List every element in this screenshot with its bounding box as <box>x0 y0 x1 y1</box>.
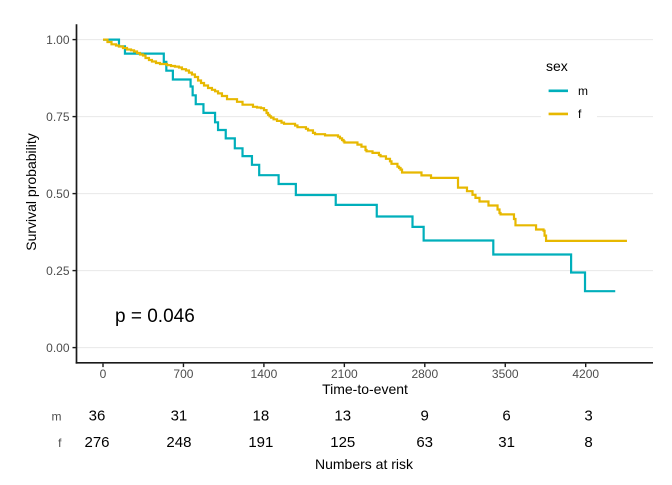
x-axis-title: Time-to-event <box>322 381 408 397</box>
risk-count-f-2100: 125 <box>330 434 355 451</box>
x-tick-label-2800: 2800 <box>411 367 438 381</box>
x-tick-label-1400: 1400 <box>251 367 278 381</box>
x-tick-label-2100: 2100 <box>331 367 358 381</box>
axes <box>72 24 653 368</box>
y-axis-title: Survival probability <box>23 133 39 251</box>
survival-curves <box>103 38 627 293</box>
risk-table-title: Numbers at risk <box>315 456 414 472</box>
numbers-at-risk-table: m 36 31 18 13 9 6 3f 276 248 191 125 63 31 8 <box>52 408 593 452</box>
risk-row-label-f: f <box>58 436 62 450</box>
legend-label-m: m <box>578 84 588 98</box>
survival-curve-f <box>103 38 627 243</box>
risk-count-m-4200: 3 <box>584 408 592 425</box>
p-value-annotation: p = 0.046 <box>115 306 195 327</box>
risk-count-m-0: 36 <box>89 408 106 425</box>
x-tick-label-4200: 4200 <box>572 367 599 381</box>
x-tick-label-3500: 3500 <box>492 367 519 381</box>
risk-count-m-1400: 18 <box>252 408 269 425</box>
risk-count-m-2100: 13 <box>334 408 351 425</box>
risk-count-f-0: 276 <box>84 434 109 451</box>
survival-curve-m <box>103 38 616 293</box>
legend-title: sex <box>546 58 568 74</box>
legend-label-f: f <box>578 107 582 121</box>
risk-count-m-700: 31 <box>171 408 188 425</box>
risk-row-label-m: m <box>52 410 62 424</box>
axis-tick-labels: 0.00 0.25 0.50 0.75 1.00 0 700 1400 2100 2800 3500… <box>46 33 599 381</box>
risk-count-f-4200: 8 <box>584 434 592 451</box>
x-tick-label-700: 700 <box>173 367 193 381</box>
risk-count-m-2800: 9 <box>420 408 428 425</box>
risk-count-m-3500: 6 <box>502 408 510 425</box>
risk-count-f-700: 248 <box>166 434 191 451</box>
x-tick-label-0: 0 <box>100 367 107 381</box>
risk-count-f-1400: 191 <box>248 434 273 451</box>
y-tick-label-1.00: 1.00 <box>46 33 70 47</box>
risk-count-f-2800: 63 <box>416 434 433 451</box>
y-tick-label-0.25: 0.25 <box>46 264 70 278</box>
y-tick-label-0.75: 0.75 <box>46 110 70 124</box>
y-tick-label-0.00: 0.00 <box>46 341 70 355</box>
y-tick-label-0.50: 0.50 <box>46 187 70 201</box>
risk-count-f-3500: 31 <box>498 434 515 451</box>
